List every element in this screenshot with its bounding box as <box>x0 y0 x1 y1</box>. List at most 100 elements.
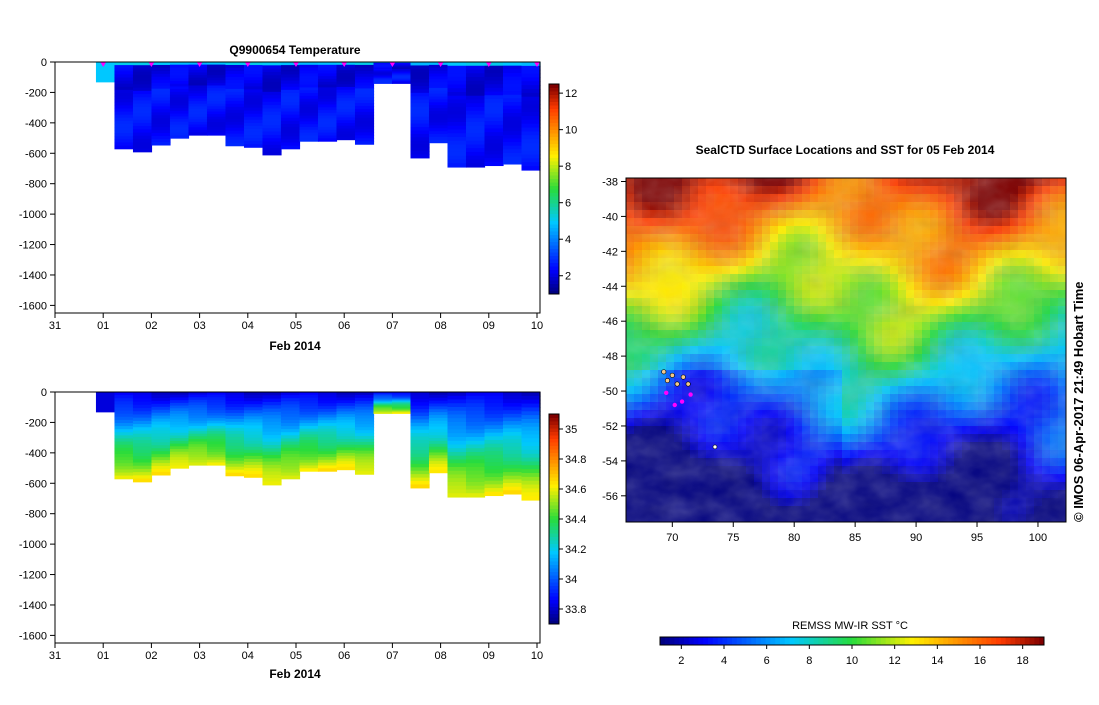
profile-cell <box>465 80 486 86</box>
profile-cell <box>484 124 504 130</box>
profile-cell <box>465 73 486 78</box>
colorbar-swatch <box>549 568 559 572</box>
lon-tick-label: 80 <box>788 532 800 544</box>
y-tick-label: -600 <box>25 148 47 160</box>
colorbar-swatch <box>549 519 559 523</box>
profile-cell <box>373 394 393 396</box>
sst-latitude-axis: -38-40-42-44-46-48-50-52-54-56 <box>602 176 626 503</box>
profile-cell <box>169 449 190 453</box>
profile-cell <box>484 161 504 167</box>
profile-cell <box>336 86 356 91</box>
profile-cell <box>243 446 264 451</box>
colorbar-swatch <box>664 637 671 645</box>
profile-cell <box>151 121 171 125</box>
profile-cell <box>243 131 264 136</box>
copyright-stamp: © IMOS 06-Apr-2017 21:49 Hobart Time <box>1071 281 1086 522</box>
profile-cell <box>280 438 301 443</box>
profile-cell <box>447 144 467 149</box>
profile-cell <box>336 98 356 102</box>
profile-cell <box>391 67 412 69</box>
profile-cell <box>465 159 486 164</box>
profile-cell <box>410 409 430 414</box>
profile-cell <box>169 91 190 96</box>
profile-cell <box>391 76 412 78</box>
profile-cell <box>280 142 301 147</box>
profile-cell <box>447 440 467 446</box>
profile-cell <box>114 83 134 88</box>
profile-cell <box>225 85 245 90</box>
profile-cell <box>354 418 375 422</box>
profile-cell <box>391 77 412 79</box>
profile-cell <box>225 466 245 471</box>
lat-tick-label: -40 <box>602 211 618 223</box>
profile-cell <box>132 430 153 435</box>
profile-cell <box>151 127 171 131</box>
profile-cell <box>465 485 486 491</box>
colorbar-swatch <box>775 637 781 645</box>
profile-cell <box>243 116 264 121</box>
colorbar-swatch <box>549 543 559 548</box>
profile-cell <box>317 76 338 80</box>
profile-cell <box>188 132 208 136</box>
profile-cell <box>391 81 412 84</box>
colorbar-swatch <box>549 498 559 502</box>
profile-cell <box>169 108 190 112</box>
profile-cell <box>502 450 523 455</box>
profile-cell <box>484 436 504 441</box>
colorbar-swatch <box>1005 637 1011 645</box>
profile-cell <box>502 76 523 81</box>
profile-cell <box>225 445 245 450</box>
colorbar-swatch <box>751 637 757 645</box>
profile-cell <box>317 62 338 66</box>
profile-cell <box>151 439 171 443</box>
profile-cell <box>391 395 412 397</box>
profile-cell <box>521 434 541 439</box>
profile-cell <box>447 451 467 457</box>
profile-cell <box>262 421 282 426</box>
profile-cell <box>484 417 504 423</box>
profile-cell <box>299 101 319 105</box>
colorbar-swatch <box>549 554 559 558</box>
profile-cell <box>169 81 190 85</box>
profile-cell <box>336 433 356 437</box>
seal-track-point <box>664 378 670 384</box>
profile-cell <box>188 127 208 131</box>
profile-cell <box>373 404 393 406</box>
profile-cell <box>521 484 541 490</box>
profile-cell <box>354 132 375 136</box>
profile-cell <box>465 493 486 498</box>
profile-cell <box>206 438 227 443</box>
profile-cell <box>225 91 245 96</box>
profile-cell <box>114 422 134 427</box>
profile-cell <box>354 67 375 72</box>
x-tick-label: 08 <box>434 320 446 332</box>
profile-cell <box>188 397 208 401</box>
profile-cell <box>280 398 301 402</box>
profile-cell <box>428 136 449 141</box>
profile-cell <box>428 99 449 103</box>
colorbar-swatch <box>549 526 559 530</box>
seal-track-point <box>680 374 686 380</box>
profile-cell <box>465 106 486 112</box>
y-tick-label: 0 <box>41 387 47 399</box>
profile-cell <box>354 64 375 69</box>
profile-cell <box>262 81 282 86</box>
profile-cell <box>447 444 467 449</box>
profile-cell <box>410 89 430 94</box>
profile-cell <box>132 478 153 483</box>
colorbar-swatch <box>549 287 559 291</box>
colorbar-swatch <box>549 596 559 600</box>
profile-cell <box>225 397 245 402</box>
profile-cell <box>317 423 338 427</box>
colorbar-tick-label: 2 <box>678 655 684 667</box>
profile-cell <box>188 80 208 84</box>
colorbar-swatch <box>736 637 743 645</box>
profile-cell <box>262 435 282 439</box>
profile-cell <box>95 74 116 77</box>
colorbar-swatch <box>549 129 559 134</box>
profile-cell <box>188 116 208 120</box>
profile-cell <box>114 453 134 458</box>
profile-cell <box>428 133 449 138</box>
x-tick-label: 02 <box>145 320 157 332</box>
profile-cell <box>410 116 430 121</box>
